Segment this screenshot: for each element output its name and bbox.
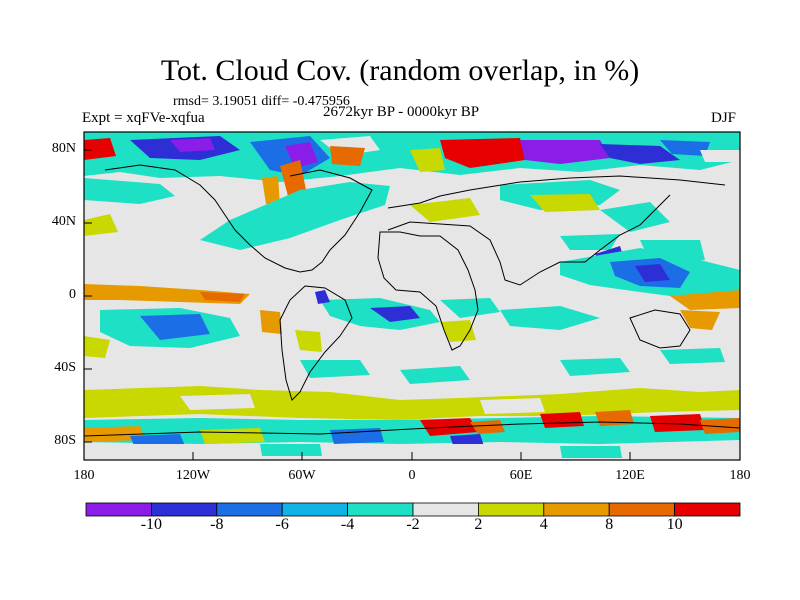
colorbar <box>85 502 741 517</box>
lon-label-120e: 120E <box>615 468 645 483</box>
lat-label-eq: 0 <box>69 287 76 302</box>
lat-label-80n: 80N <box>51 141 76 156</box>
colorbar-label: 4 <box>539 516 548 533</box>
colorbar-label: 8 <box>605 516 614 533</box>
colorbar-label: -6 <box>275 516 289 533</box>
lon-label-120w: 120W <box>175 468 211 483</box>
lon-label-0: 0 <box>408 468 416 483</box>
colorbar-label: -4 <box>340 516 355 533</box>
season-label: DJF <box>711 110 737 126</box>
lon-label-60w: 60W <box>288 468 316 483</box>
map-title: Tot. Cloud Cov. (random overlap, in %) <box>160 54 640 87</box>
lon-ticks <box>83 452 741 460</box>
anomaly-field <box>84 132 740 460</box>
colorbar-bin-6 <box>412 502 479 517</box>
coastlines <box>84 164 740 437</box>
colorbar-label: -8 <box>210 516 224 533</box>
lat-label-40n: 40N <box>51 214 76 229</box>
colorbar-label: -10 <box>140 516 163 533</box>
period-label: 2672kyr BP - 0000kyr BP <box>323 104 480 120</box>
lon-label-60e: 60E <box>509 468 533 483</box>
colorbar-label: 10 <box>666 516 683 533</box>
lat-label-80s: 80S <box>54 433 76 448</box>
colorbar-bin-2 <box>150 502 218 517</box>
colorbar-bin-7 <box>477 502 545 517</box>
lat-ticks <box>84 149 92 443</box>
experiment-label: Expt = xqFVe-xqfua <box>82 110 205 126</box>
colorbar-bin-1 <box>85 502 152 517</box>
stats-text: rmsd= 3.19051 diff= -0.475956 <box>173 94 350 109</box>
lon-label-180w: 180 <box>73 468 95 483</box>
colorbar-label: -2 <box>406 516 420 533</box>
colorbar-bin-3 <box>216 502 283 517</box>
lat-label-40s: 40S <box>54 360 76 375</box>
colorbar-bin-8 <box>543 502 610 517</box>
colorbar-bin-10 <box>674 502 741 517</box>
lon-label-180e: 180 <box>729 468 751 483</box>
colorbar-bin-9 <box>608 502 676 517</box>
colorbar-label: 2 <box>474 516 483 533</box>
colorbar-bin-4 <box>281 502 349 517</box>
colorbar-bin-5 <box>347 502 414 517</box>
